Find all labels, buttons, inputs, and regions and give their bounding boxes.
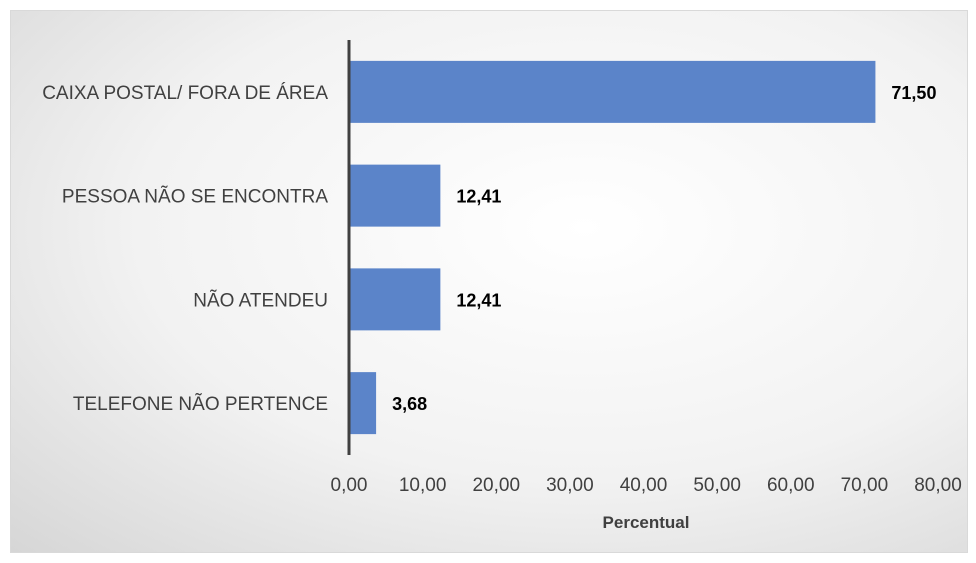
category-label-2: PESSOA NÃO SE ENCONTRA [62,186,328,208]
x-tick-label-1: 10,00 [399,475,447,496]
category-label-3: NÃO ATENDEU [193,289,328,311]
x-tick-label-7: 70,00 [841,475,889,496]
x-tick-label-5: 50,00 [693,475,741,496]
category-label-4: TELEFONE NÃO PERTENCE [73,393,328,415]
bar-2 [349,164,441,227]
x-tick-label-2: 20,00 [472,475,520,496]
category-label-1: CAIXA POSTAL/ FORA DE ÁREA [42,83,328,104]
x-tick-label-8: 80,00 [914,475,962,496]
x-tick-label-0: 0,00 [331,475,368,496]
bar-4 [349,372,377,435]
x-axis-title: Percentual [603,513,690,532]
value-label-2: 12,41 [456,187,501,207]
bar-3 [349,268,441,331]
bar-1 [349,60,876,123]
x-tick-label-3: 30,00 [546,475,594,496]
value-label-4: 3,68 [392,394,427,414]
x-tick-label-4: 40,00 [620,475,668,496]
x-tick-label-6: 60,00 [767,475,815,496]
value-label-1: 71,50 [891,83,936,103]
value-label-3: 12,41 [456,290,501,310]
